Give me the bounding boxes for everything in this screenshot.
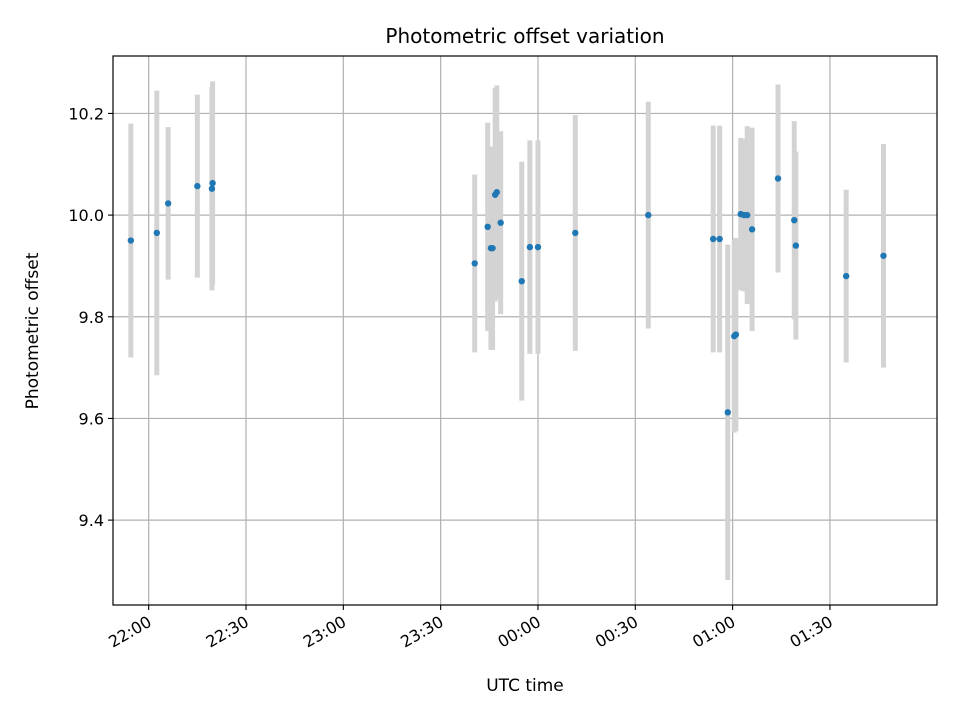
data-point [209, 179, 216, 187]
data-point [127, 237, 135, 244]
data-point [645, 211, 652, 219]
data-point [526, 243, 534, 251]
data-point [493, 189, 500, 196]
data-point [791, 216, 798, 224]
y-tick-label: 9.6 [79, 409, 104, 428]
data-point [724, 409, 731, 416]
y-axis-ticks: 9.4 9.6 9.8 10.0 10.2 [68, 104, 113, 530]
data-point [792, 242, 800, 249]
data-point [842, 272, 850, 280]
data-point [194, 182, 201, 190]
data-point [709, 235, 717, 243]
data-point [497, 219, 504, 226]
data-point [716, 235, 723, 243]
data-point [572, 229, 579, 237]
data-point [471, 260, 478, 267]
y-tick-label: 9.4 [79, 511, 104, 530]
data-points [127, 175, 887, 416]
y-tick-label: 10.2 [68, 104, 104, 123]
data-point [744, 211, 751, 219]
data-point [208, 185, 216, 192]
grid-lines [113, 56, 937, 605]
y-axis-label: Photometric offset [23, 252, 43, 409]
data-point [484, 223, 491, 230]
y-tick-label: 9.8 [79, 308, 104, 327]
data-point [518, 277, 525, 285]
data-point [748, 226, 756, 233]
y-tick-label: 10.0 [68, 206, 104, 225]
data-point [489, 244, 496, 252]
data-point [164, 200, 172, 207]
data-point [774, 175, 782, 182]
data-point [153, 229, 160, 237]
chart-title: Photometric offset variation [385, 24, 664, 48]
data-point [880, 252, 887, 259]
x-axis-label: UTC time [486, 676, 564, 696]
plot-frame [112, 55, 938, 606]
data-point [732, 331, 740, 338]
data-point [534, 243, 542, 251]
